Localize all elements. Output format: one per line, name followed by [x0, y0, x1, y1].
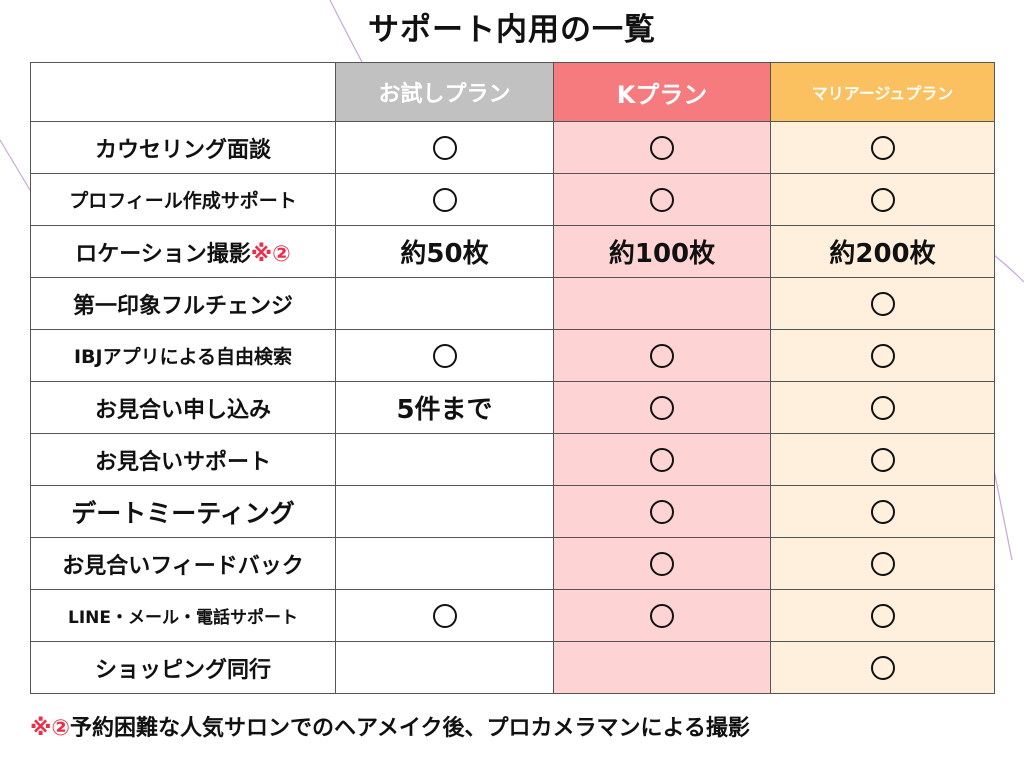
circle-mark-icon	[650, 135, 674, 160]
cell-marriage-available	[770, 277, 995, 330]
cell-marriage-available	[770, 485, 995, 538]
circle-mark-icon	[870, 291, 895, 316]
row-label-text: お見合い申し込み	[94, 397, 271, 423]
circle-mark-icon	[870, 343, 895, 368]
circle-mark-icon	[870, 395, 895, 420]
cell-trial-available	[335, 589, 554, 642]
row-label-text: お見合いフィードバック	[62, 553, 304, 579]
circle-mark-icon	[650, 343, 674, 368]
row-label: お見合いサポート	[30, 433, 336, 486]
cell-k-available	[553, 589, 771, 642]
circle-mark-icon	[650, 603, 674, 628]
cell-k-available	[553, 433, 771, 486]
cell-marriage-available	[770, 589, 995, 642]
table-row: ショッピング同行	[30, 641, 995, 694]
row-label: デートミーティング	[30, 485, 336, 538]
footnote-text: 予約困難な人気サロンでのヘアメイク後、プロカメラマンによる撮影	[70, 716, 750, 741]
circle-mark-icon	[432, 187, 457, 212]
cell-k-available	[553, 381, 771, 434]
row-label-text: LINE・メール・電話サポート	[68, 608, 298, 628]
row-label-text: お見合いサポート	[94, 449, 271, 475]
row-label: 第一印象フルチェンジ	[30, 277, 336, 330]
circle-mark-icon	[870, 187, 895, 212]
row-label-mark: ※②	[250, 241, 291, 267]
cell-k-available	[553, 329, 771, 382]
circle-mark-icon	[650, 187, 674, 212]
row-label-text: ロケーション撮影	[75, 241, 251, 267]
cell-trial-value: 5件まで	[335, 381, 554, 434]
row-label: プロフィール作成サポート	[30, 173, 336, 226]
cell-marriage-available	[770, 537, 995, 590]
table-row: デートミーティング	[30, 485, 995, 538]
cell-marriage-value: 約200枚	[770, 225, 995, 278]
header-trial-plan: お試しプラン	[335, 62, 554, 122]
table-row: お見合いフィードバック	[30, 537, 995, 590]
circle-mark-icon	[870, 603, 895, 628]
cell-trial-empty	[335, 485, 554, 538]
table-row: IBJアプリによる自由検索	[30, 329, 995, 382]
cell-marriage-available	[770, 173, 995, 226]
cell-trial-empty	[335, 277, 554, 330]
cell-trial-empty	[335, 537, 554, 590]
cell-k-available	[553, 173, 771, 226]
page-title: サポート内用の一覧	[368, 12, 656, 48]
cell-k-available	[553, 537, 771, 590]
cell-trial-empty	[335, 433, 554, 486]
table-row: カウセリング面談	[30, 121, 995, 174]
row-label-text: プロフィール作成サポート	[69, 190, 297, 212]
circle-mark-icon	[432, 343, 457, 368]
table-row: ロケーション撮影※② 約50枚 約100枚 約200枚	[30, 225, 995, 278]
cell-marriage-available	[770, 329, 995, 382]
table-row: LINE・メール・電話サポート	[30, 589, 995, 642]
cell-trial-available	[335, 121, 554, 174]
row-label: お見合い申し込み	[30, 381, 336, 434]
row-label: LINE・メール・電話サポート	[30, 589, 336, 642]
cell-trial-available	[335, 173, 554, 226]
row-label: ロケーション撮影※②	[30, 225, 336, 278]
row-label-text: カウセリング面談	[94, 137, 271, 163]
cell-marriage-available	[770, 121, 995, 174]
cell-k-available	[553, 485, 771, 538]
row-label-text: IBJアプリによる自由検索	[73, 346, 293, 368]
cell-trial-available	[335, 329, 554, 382]
row-label-text: デートミーティング	[71, 498, 295, 528]
circle-mark-icon	[650, 395, 674, 420]
row-label: カウセリング面談	[30, 121, 336, 174]
table-row: お見合い申し込み 5件まで	[30, 381, 995, 434]
cell-marriage-available	[770, 641, 995, 694]
row-label-text: 第一印象フルチェンジ	[72, 293, 293, 319]
table-header-row: お試しプラン Kプラン マリアージュプラン	[30, 62, 995, 122]
circle-mark-icon	[650, 447, 674, 472]
cell-marriage-available	[770, 433, 995, 486]
circle-mark-icon	[432, 135, 457, 160]
circle-mark-icon	[870, 447, 895, 472]
cell-marriage-available	[770, 381, 995, 434]
row-label: ショッピング同行	[30, 641, 336, 694]
header-marriage-plan: マリアージュプラン	[770, 62, 995, 122]
circle-mark-icon	[432, 603, 457, 628]
support-table: お試しプラン Kプラン マリアージュプラン カウセリング面談プロフィール作成サポ…	[30, 62, 995, 694]
table-row: 第一印象フルチェンジ	[30, 277, 995, 330]
table-row: お見合いサポート	[30, 433, 995, 486]
cell-trial-empty	[335, 641, 554, 694]
cell-k-empty	[553, 277, 771, 330]
row-label: お見合いフィードバック	[30, 537, 336, 590]
circle-mark-icon	[870, 499, 895, 524]
circle-mark-icon	[650, 499, 674, 524]
header-corner-cell	[30, 62, 336, 122]
circle-mark-icon	[870, 551, 895, 576]
circle-mark-icon	[870, 135, 895, 160]
row-label-text: ショッピング同行	[94, 657, 271, 683]
cell-k-available	[553, 121, 771, 174]
circle-mark-icon	[650, 551, 674, 576]
row-label: IBJアプリによる自由検索	[30, 329, 336, 382]
circle-mark-icon	[870, 655, 895, 680]
cell-k-empty	[553, 641, 771, 694]
header-k-plan: Kプラン	[553, 62, 771, 122]
cell-k-value: 約100枚	[553, 225, 771, 278]
footnote: ※②予約困難な人気サロンでのヘアメイク後、プロカメラマンによる撮影	[30, 712, 750, 746]
cell-trial-value: 約50枚	[335, 225, 554, 278]
footnote-mark: ※②	[30, 716, 71, 741]
table-row: プロフィール作成サポート	[30, 173, 995, 226]
